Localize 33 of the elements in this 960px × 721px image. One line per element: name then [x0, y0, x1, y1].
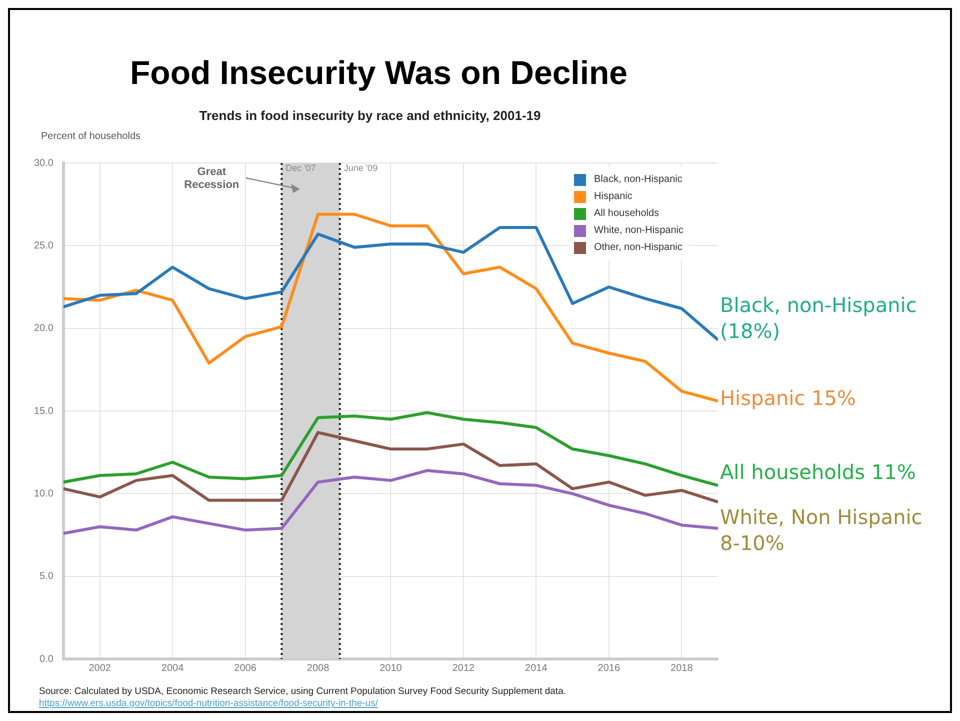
x-tick-label: 2016	[598, 662, 620, 674]
chart-subtitle: Trends in food insecurity by race and ethnicity, 2001-19	[198, 108, 542, 123]
ref-line-label: Dec '07	[286, 163, 316, 173]
text: Black, non-Hispanic (18%)	[720, 292, 917, 344]
y-tick-label: 15.0	[34, 406, 54, 417]
chart-title: Food Insecurity Was on Decline	[130, 54, 628, 92]
legend-label: Black, non-Hispanic	[594, 174, 682, 185]
x-tick-label: 2006	[234, 662, 257, 674]
y-tick-label: 10.0	[34, 488, 54, 500]
x-tick-label: 2018	[670, 662, 694, 674]
x-tick-label: 2014	[525, 662, 548, 674]
text: White, Non Hispanic 8-10%	[720, 504, 922, 556]
x-tick-label: 2010	[380, 662, 402, 674]
y-tick-label: 5.0	[40, 571, 54, 582]
y-tick-label: 0.0	[40, 654, 54, 665]
legend-label: White, non-Hispanic	[594, 225, 684, 236]
y-tick-label: 25.0	[34, 240, 54, 252]
legend-label: Hispanic	[594, 191, 632, 202]
ref-line-label: June '09	[344, 163, 378, 173]
legend-label: Other, non-Hispanic	[594, 242, 682, 253]
x-tick-label: 2008	[306, 662, 330, 674]
band-label: Great Recession	[184, 166, 240, 191]
x-tick-label: 2012	[452, 662, 476, 674]
text: https://www.ers.usda.gov/topics/food-nutrition-assistance/food-security-in-the-us/	[39, 698, 378, 709]
x-tick-label: 2002	[88, 662, 112, 674]
text: Hispanic 15%	[720, 385, 856, 411]
legend-label: All households	[594, 208, 660, 219]
y-axis-title: Percent of households	[41, 131, 141, 142]
x-tick-label: 2004	[161, 662, 184, 674]
source-note: Source: Calculated by USDA, Economic Research Service, using Current Population Survey Food Security Supplement data.	[39, 686, 566, 697]
text: All households 11%	[720, 459, 916, 485]
y-tick-label: 20.0	[34, 323, 54, 334]
y-tick-label: 30.0	[34, 158, 54, 169]
